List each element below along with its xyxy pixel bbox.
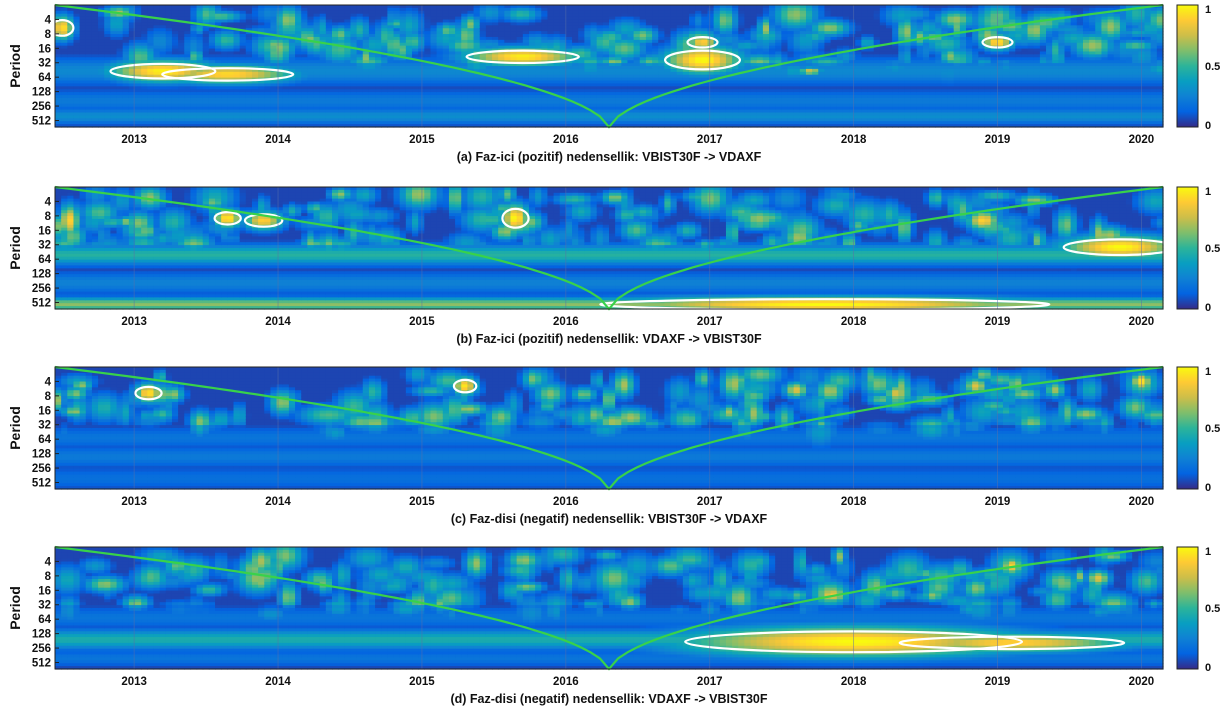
panel-a: 481632641282565122013 2014 2015 2016 2017 201…	[7, 4, 1220, 164]
